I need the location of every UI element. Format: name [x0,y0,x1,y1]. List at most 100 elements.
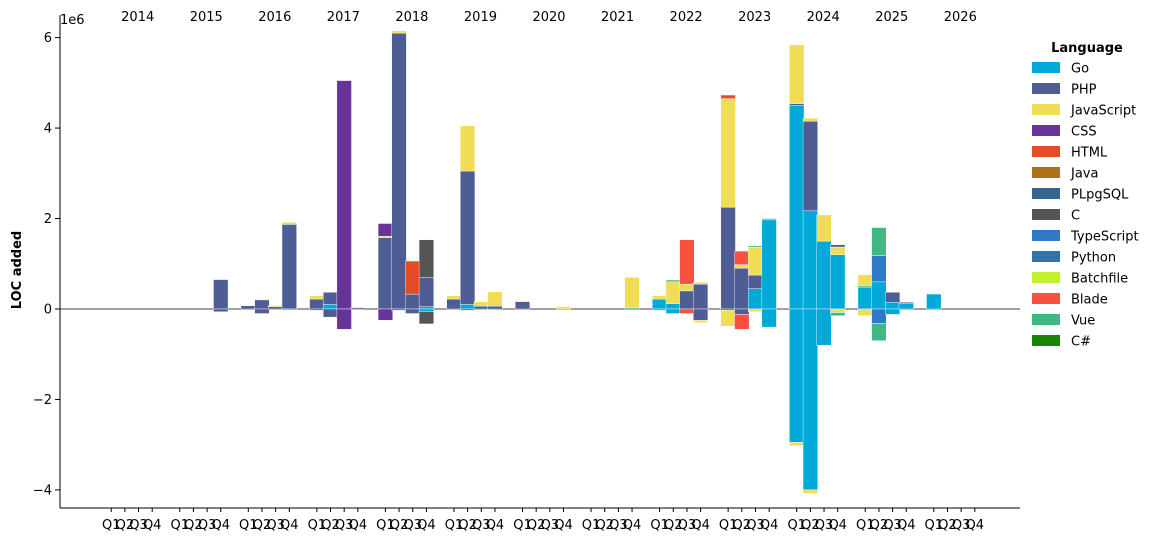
legend-swatch [1032,188,1060,199]
legend-swatch [1032,167,1060,178]
x-tick-label: Q3 [815,518,834,533]
bar-segment [460,170,476,305]
bar-segment [268,306,284,310]
bar-segment [323,304,339,310]
bar-segment [652,295,668,300]
bar-segment [665,303,681,310]
bar-segment [871,323,887,341]
year-label: 2015 [190,10,223,25]
bar-segment [391,30,407,34]
bar-segment [460,125,476,172]
year-label: 2017 [327,10,360,25]
bar-segment [693,308,709,321]
bar-segment [336,80,352,310]
bar-segment [418,306,434,310]
y-tick-label: 4 [44,122,52,137]
x-tick-label: Q4 [623,518,642,533]
bar-segment [802,121,818,212]
bar-segment [789,105,805,310]
x-tick-label: Q1 [308,518,327,533]
bar-segment [281,224,297,310]
bar-segment [761,219,777,310]
x-tick-label: Q4 [417,518,436,533]
bar-segment [377,223,393,237]
bar-segment [734,268,750,310]
legend-label: C [1071,209,1080,224]
bar-segment [871,255,887,283]
x-tick-label: Q4 [897,518,916,533]
legend-label: JavaScript [1070,104,1136,119]
x-tick-label: Q1 [925,518,944,533]
bar-segment [254,308,270,314]
bar-segment [460,308,476,311]
legend-label: PLpgSQL [1071,188,1129,203]
bar-segment [446,295,462,300]
bar-segment [734,314,750,330]
x-tick-label: Q4 [280,518,299,533]
x-tick-label: Q2 [184,518,203,533]
bar-segment [556,306,572,310]
bar-segment [679,290,695,310]
x-tick-label: Q1 [856,518,875,533]
x-tick-label: Q2 [801,518,820,533]
x-tick-label: Q2 [390,518,409,533]
year-label: 2020 [532,10,565,25]
x-tick-label: Q2 [595,518,614,533]
legend-label: TypeScript [1070,230,1139,245]
x-tick-label: Q3 [883,518,902,533]
bar-segment [720,207,736,310]
bar-segment [885,302,901,310]
bar-segment [268,305,284,307]
bar-segment [679,239,695,285]
bar-segment [652,298,668,310]
bar-segment [885,308,901,315]
year-label: 2025 [875,10,908,25]
legend-label: HTML [1071,146,1108,161]
bar-segment [830,312,846,316]
x-tick-label: Q2 [527,518,546,533]
x-tick-label: Q2 [458,518,477,533]
bar-segment [665,279,681,283]
bars-layer [213,30,942,494]
bar-segment [802,308,818,491]
bar-segment [802,117,818,122]
bar-segment [898,302,914,304]
bar-segment [418,311,434,325]
x-tick-label: Q1 [170,518,189,533]
bar-segment [309,295,325,300]
y-axis-title: LOC added [10,231,25,309]
x-tick-label: Q4 [828,518,847,533]
bar-segment [473,306,489,310]
x-tick-label: Q1 [102,518,121,533]
legend: Language Go PHP JavaScript CSS HTML Java PLpgS… [1032,41,1139,350]
legend-label: PHP [1071,83,1097,98]
x-tick-label: Q4 [486,518,505,533]
bar-segment [391,32,407,310]
legend-swatch [1032,62,1060,73]
legend-swatch [1032,230,1060,241]
y-tick-label: 0 [44,302,52,317]
bar-segment [830,244,846,248]
x-tick-label: Q2 [870,518,889,533]
x-tick-label: Q4 [212,518,231,533]
bar-segment [391,308,407,311]
bar-segment [665,281,681,304]
bar-segment [857,308,873,316]
bar-segment [898,303,914,310]
bar-segment [747,274,763,289]
bar-segment [515,300,531,302]
bar-segment [665,308,681,314]
bar-segment [747,288,763,310]
bar-segment [515,301,531,310]
bar-segment [693,283,709,310]
legend-swatch [1032,293,1060,304]
bar-segment [926,293,942,310]
x-tick-label: Q1 [445,518,464,533]
bar-segment [802,489,818,494]
bar-segment [679,283,695,292]
x-tick-label: Q3 [403,518,422,533]
x-tick-label: Q3 [335,518,354,533]
bar-segment [693,320,709,323]
